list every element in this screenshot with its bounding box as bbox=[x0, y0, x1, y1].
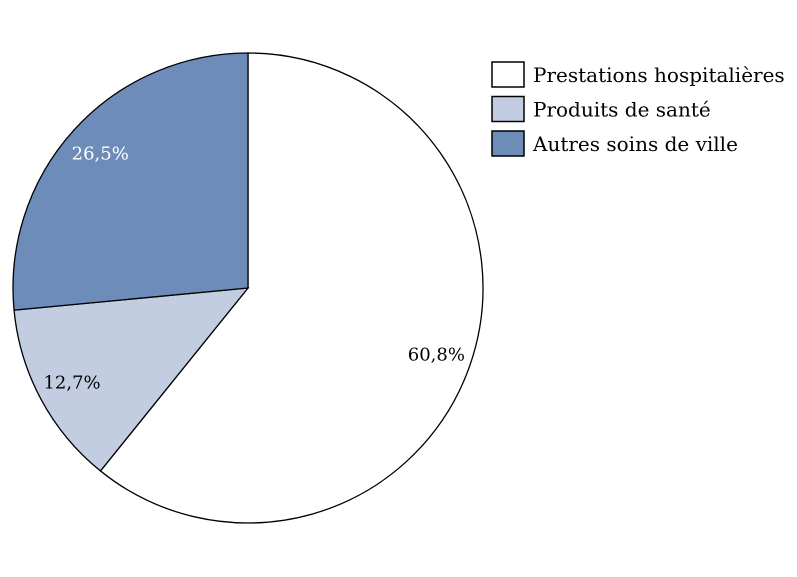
legend-label: Prestations hospitalières bbox=[533, 63, 785, 87]
pie-slice-2 bbox=[12, 52, 249, 311]
slice-value-label: 60,8% bbox=[408, 344, 465, 365]
pie-slice-1 bbox=[13, 287, 250, 472]
legend-swatch bbox=[491, 61, 525, 88]
pie-slice-0 bbox=[99, 52, 484, 524]
legend: Prestations hospitalières Produits de san… bbox=[491, 61, 785, 157]
legend-label: Produits de santé bbox=[533, 98, 711, 122]
legend-label: Autres soins de ville bbox=[532, 132, 738, 156]
slice-value-label: 26,5% bbox=[72, 144, 129, 165]
slice-value-label: 12,7% bbox=[43, 373, 100, 394]
legend-swatch bbox=[491, 130, 525, 157]
legend-swatch bbox=[491, 95, 525, 123]
